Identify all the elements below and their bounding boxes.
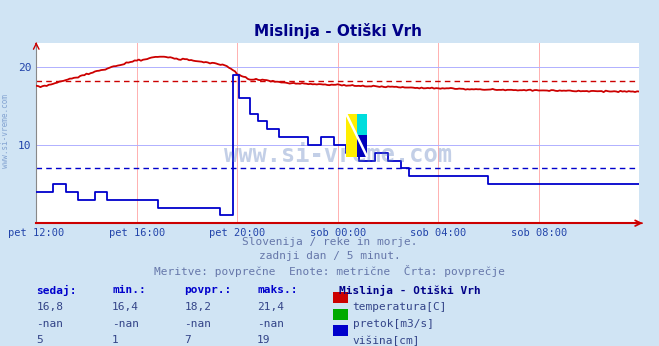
Text: -nan: -nan <box>185 319 212 329</box>
Text: 1: 1 <box>112 335 119 345</box>
Text: pretok[m3/s]: pretok[m3/s] <box>353 319 434 329</box>
Bar <box>346 113 357 157</box>
Text: www.si-vreme.com: www.si-vreme.com <box>224 143 451 167</box>
Text: 16,8: 16,8 <box>36 302 63 312</box>
Text: višina[cm]: višina[cm] <box>353 335 420 346</box>
Text: min.:: min.: <box>112 285 146 295</box>
Text: 18,2: 18,2 <box>185 302 212 312</box>
Bar <box>357 135 367 157</box>
Title: Mislinja - Otiški Vrh: Mislinja - Otiški Vrh <box>254 23 422 39</box>
Text: Mislinja - Otiški Vrh: Mislinja - Otiški Vrh <box>339 285 481 297</box>
Text: povpr.:: povpr.: <box>185 285 232 295</box>
Text: Slovenija / reke in morje.: Slovenija / reke in morje. <box>242 237 417 247</box>
Text: zadnji dan / 5 minut.: zadnji dan / 5 minut. <box>258 251 401 261</box>
Text: 21,4: 21,4 <box>257 302 284 312</box>
Text: www.si-vreme.com: www.si-vreme.com <box>1 94 10 169</box>
Bar <box>357 113 367 135</box>
Text: -nan: -nan <box>112 319 139 329</box>
Text: sedaj:: sedaj: <box>36 285 76 297</box>
Text: -nan: -nan <box>36 319 63 329</box>
Text: -nan: -nan <box>257 319 284 329</box>
Text: maks.:: maks.: <box>257 285 297 295</box>
Text: 16,4: 16,4 <box>112 302 139 312</box>
Text: 7: 7 <box>185 335 191 345</box>
Text: 5: 5 <box>36 335 43 345</box>
Text: Meritve: povprečne  Enote: metrične  Črta: povprečje: Meritve: povprečne Enote: metrične Črta:… <box>154 265 505 277</box>
Text: temperatura[C]: temperatura[C] <box>353 302 447 312</box>
Text: 19: 19 <box>257 335 270 345</box>
